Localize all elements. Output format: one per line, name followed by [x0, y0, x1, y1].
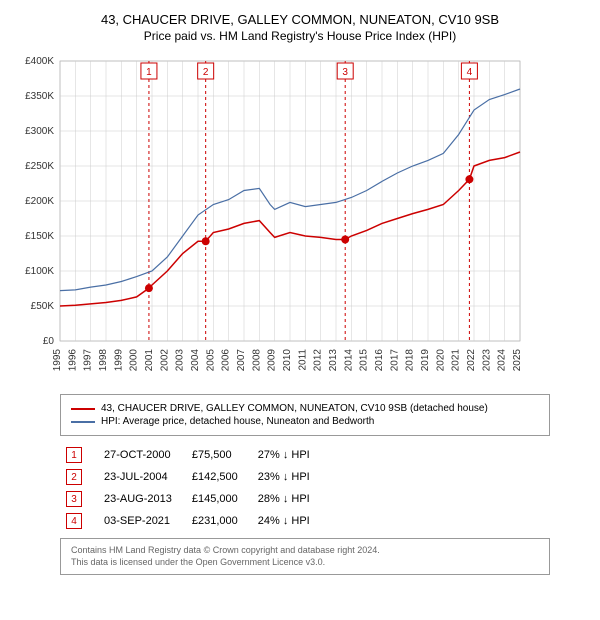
- sale-delta: 24% ↓ HPI: [252, 510, 324, 532]
- svg-text:£200K: £200K: [25, 196, 54, 207]
- svg-text:1999: 1999: [113, 349, 124, 372]
- price-chart: £0 £50K £100K £150K £200K £250K £300K £350K £400…: [10, 51, 530, 381]
- svg-text:1995: 1995: [52, 349, 63, 372]
- legend-row-hpi: HPI: Average price, detached house, Nune…: [71, 416, 539, 427]
- svg-text:2004: 2004: [190, 349, 201, 372]
- svg-text:1996: 1996: [67, 349, 78, 372]
- svg-text:2014: 2014: [343, 349, 354, 372]
- sale-date: 27-OCT-2000: [98, 444, 186, 466]
- svg-text:£100K: £100K: [25, 266, 54, 277]
- svg-text:2010: 2010: [282, 349, 293, 372]
- svg-text:2: 2: [203, 67, 209, 78]
- svg-text:£250K: £250K: [25, 161, 54, 172]
- svg-text:2016: 2016: [374, 349, 385, 372]
- svg-text:4: 4: [467, 67, 473, 78]
- sale-price: £145,000: [186, 488, 252, 510]
- svg-text:£150K: £150K: [25, 231, 54, 242]
- sale-delta: 28% ↓ HPI: [252, 488, 324, 510]
- svg-text:2007: 2007: [236, 349, 247, 372]
- svg-text:3: 3: [342, 67, 348, 78]
- svg-text:2023: 2023: [481, 349, 492, 372]
- svg-text:2018: 2018: [405, 349, 416, 372]
- svg-text:2013: 2013: [328, 349, 339, 372]
- sale-date: 03-SEP-2021: [98, 510, 186, 532]
- sale-price: £231,000: [186, 510, 252, 532]
- sale-price: £142,500: [186, 466, 252, 488]
- svg-text:2011: 2011: [297, 349, 308, 371]
- chart-subtitle: Price paid vs. HM Land Registry's House …: [10, 29, 590, 43]
- chart-container: £0 £50K £100K £150K £200K £250K £300K £350K £400…: [10, 51, 590, 386]
- legend-label-hpi: HPI: Average price, detached house, Nune…: [101, 416, 374, 427]
- sale-marker-3: 3: [66, 491, 82, 507]
- attribution-box: Contains HM Land Registry data © Crown c…: [60, 538, 550, 575]
- sale-price: £75,500: [186, 444, 252, 466]
- sale-date: 23-AUG-2013: [98, 488, 186, 510]
- svg-text:2020: 2020: [435, 349, 446, 372]
- svg-text:1: 1: [146, 67, 152, 78]
- svg-text:2015: 2015: [359, 349, 370, 372]
- sale-delta: 27% ↓ HPI: [252, 444, 324, 466]
- svg-text:2019: 2019: [420, 349, 431, 372]
- table-row: 2 23-JUL-2004 £142,500 23% ↓ HPI: [60, 466, 324, 488]
- table-row: 1 27-OCT-2000 £75,500 27% ↓ HPI: [60, 444, 324, 466]
- table-row: 3 23-AUG-2013 £145,000 28% ↓ HPI: [60, 488, 324, 510]
- svg-text:£400K: £400K: [25, 56, 54, 67]
- svg-text:1997: 1997: [83, 349, 94, 372]
- svg-text:2003: 2003: [175, 349, 186, 372]
- svg-text:2000: 2000: [129, 349, 140, 372]
- legend: 43, CHAUCER DRIVE, GALLEY COMMON, NUNEAT…: [60, 394, 550, 436]
- svg-text:2021: 2021: [451, 349, 462, 372]
- table-row: 4 03-SEP-2021 £231,000 24% ↓ HPI: [60, 510, 324, 532]
- svg-text:£0: £0: [43, 336, 55, 347]
- legend-label-property: 43, CHAUCER DRIVE, GALLEY COMMON, NUNEAT…: [101, 403, 488, 414]
- legend-row-property: 43, CHAUCER DRIVE, GALLEY COMMON, NUNEAT…: [71, 403, 539, 414]
- legend-swatch-property: [71, 408, 95, 410]
- svg-text:2001: 2001: [144, 349, 155, 372]
- chart-title: 43, CHAUCER DRIVE, GALLEY COMMON, NUNEAT…: [10, 12, 590, 27]
- svg-text:2009: 2009: [267, 349, 278, 372]
- svg-text:2006: 2006: [221, 349, 232, 372]
- svg-text:2008: 2008: [251, 349, 262, 372]
- svg-text:2002: 2002: [159, 349, 170, 372]
- svg-text:2022: 2022: [466, 349, 477, 372]
- svg-text:2012: 2012: [313, 349, 324, 372]
- svg-text:£300K: £300K: [25, 126, 54, 137]
- svg-text:2025: 2025: [512, 349, 523, 372]
- attribution-line1: Contains HM Land Registry data © Crown c…: [71, 545, 539, 557]
- sale-delta: 23% ↓ HPI: [252, 466, 324, 488]
- sale-marker-1: 1: [66, 447, 82, 463]
- svg-text:2005: 2005: [205, 349, 216, 372]
- legend-swatch-hpi: [71, 421, 95, 423]
- svg-text:2024: 2024: [497, 349, 508, 372]
- svg-text:£50K: £50K: [31, 301, 55, 312]
- sale-date: 23-JUL-2004: [98, 466, 186, 488]
- svg-text:1998: 1998: [98, 349, 109, 372]
- sales-table: 1 27-OCT-2000 £75,500 27% ↓ HPI2 23-JUL-…: [60, 444, 324, 532]
- svg-text:£350K: £350K: [25, 91, 54, 102]
- sale-marker-4: 4: [66, 513, 82, 529]
- sale-marker-2: 2: [66, 469, 82, 485]
- attribution-line2: This data is licensed under the Open Gov…: [71, 557, 539, 569]
- svg-text:2017: 2017: [389, 349, 400, 372]
